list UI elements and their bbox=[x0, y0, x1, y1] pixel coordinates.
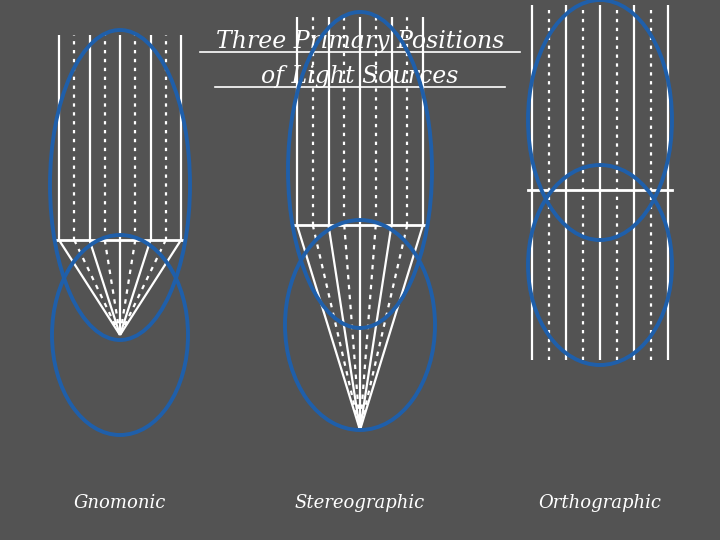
Text: Stereographic: Stereographic bbox=[295, 494, 425, 512]
Text: Three Primary Positions: Three Primary Positions bbox=[216, 30, 504, 53]
Text: of Light Sources: of Light Sources bbox=[261, 65, 459, 88]
Text: Gnomonic: Gnomonic bbox=[74, 494, 166, 512]
Text: Orthographic: Orthographic bbox=[539, 494, 662, 512]
